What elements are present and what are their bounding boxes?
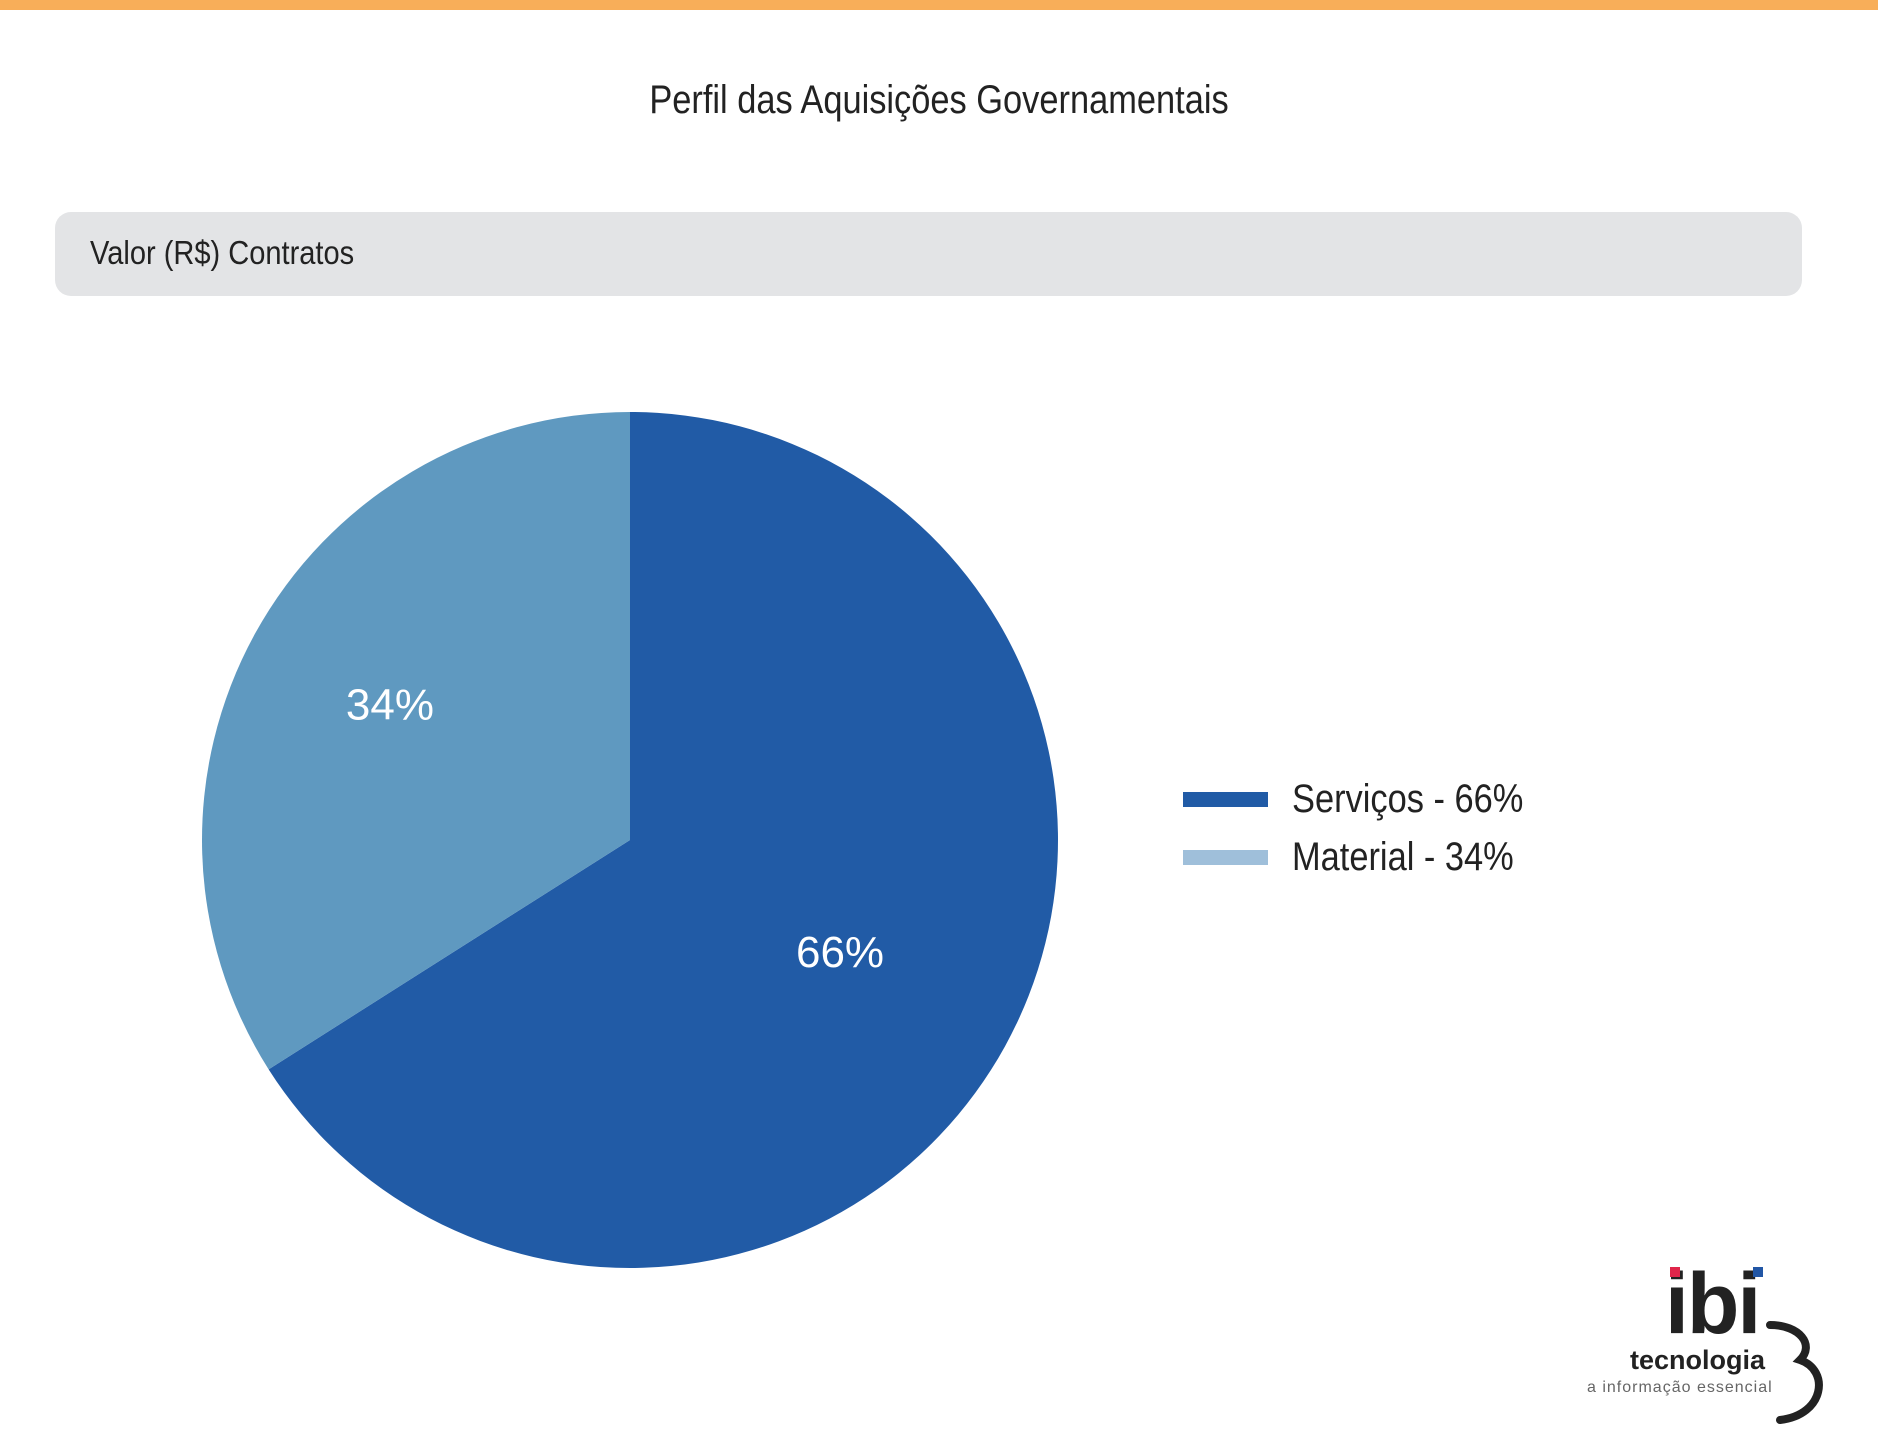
top-accent-bar (0, 0, 1878, 10)
legend-swatch-material (1183, 849, 1268, 865)
pie-slice-servios (268, 412, 1058, 1268)
section-header: Valor (R$) Contratos (55, 212, 1802, 296)
pie-chart: 66% 34% (202, 412, 1058, 1268)
logo-dot-red (1670, 1267, 1680, 1277)
logo-wordmark: ibi (1665, 1256, 1761, 1352)
legend-label-material: Material - 34% (1292, 834, 1514, 879)
legend-label-servicos: Serviços - 66% (1292, 776, 1524, 821)
logo-hook-icon (1766, 1321, 1823, 1424)
pie-label-material: 34% (346, 681, 434, 730)
logo-tecnologia: tecnologia (1630, 1345, 1766, 1375)
logo-dot-blue (1753, 1267, 1763, 1277)
legend-item-material: Material - 34% (1183, 828, 1561, 886)
pie-slice-material (202, 412, 630, 1070)
page-title: Perfil das Aquisições Governamentais (649, 78, 1229, 122)
pie-label-servios: 66% (796, 928, 884, 977)
logo-tagline: a informação essencial (1587, 1379, 1773, 1396)
section-header-label: Valor (R$) Contratos (90, 234, 355, 271)
legend-item-servicos: Serviços - 66% (1183, 770, 1561, 828)
chart-legend: Serviços - 66% Material - 34% (1183, 770, 1561, 886)
legend-swatch-servicos (1183, 791, 1268, 807)
ibi-tecnologia-logo: ibi tecnologia a informação essencial (1585, 1261, 1825, 1425)
